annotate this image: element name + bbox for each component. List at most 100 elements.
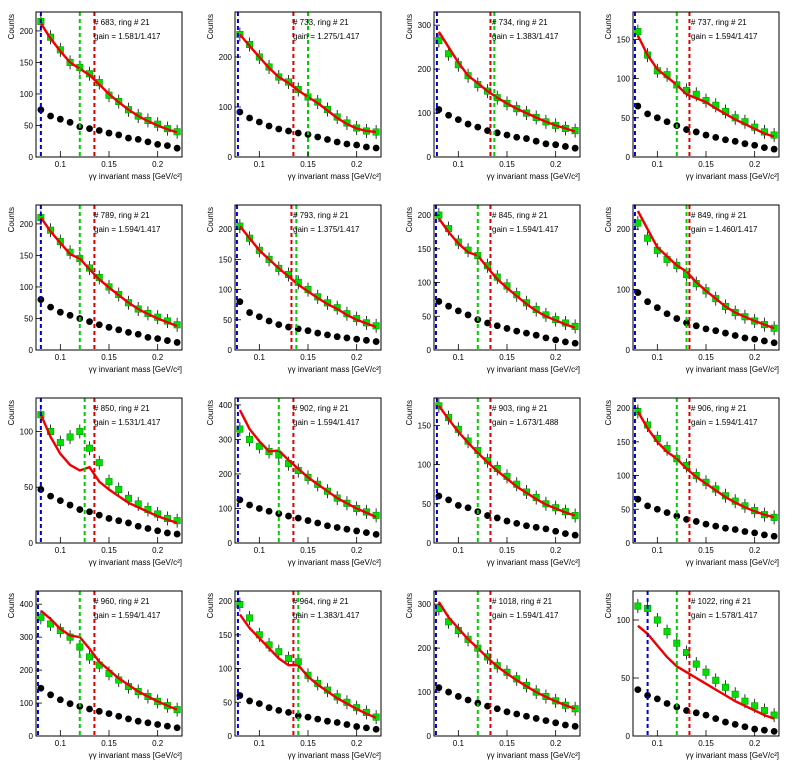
green-point <box>435 37 443 45</box>
x-tick-label: 0.15 <box>698 160 714 169</box>
black-point <box>86 318 93 326</box>
run-info-label: # 845, ring # 21 <box>492 211 548 220</box>
green-point <box>56 439 64 447</box>
black-point <box>144 333 152 341</box>
black-point <box>95 321 103 329</box>
y-tick-label: 0 <box>228 732 233 741</box>
x-tick-label: 0.15 <box>101 353 117 362</box>
black-point <box>503 517 511 525</box>
black-point <box>571 144 579 152</box>
black-point <box>503 325 511 332</box>
histogram-panel: 0.1 0.15 0.2 0 100 200 300 400 γγ invariant mass… <box>0 579 199 772</box>
x-tick-label: 0.15 <box>300 160 316 169</box>
run-info-label: # 850, ring # 21 <box>94 404 150 413</box>
black-point <box>571 531 579 539</box>
histogram-panel: 0.1 0.15 0.2 0 100 200 γγ invariant mass [GeV/… <box>199 0 398 193</box>
gain-label: gain = 1.594/1.417 <box>492 611 559 620</box>
black-point <box>445 688 452 696</box>
run-info-label: # 964, ring # 21 <box>293 597 349 606</box>
y-tick-label: 100 <box>20 283 34 292</box>
black-point <box>731 526 739 533</box>
black-point <box>372 338 380 345</box>
histogram-panel: 0.1 0.15 0.2 0 100 200 300 400 γγ invariant mass… <box>199 386 398 579</box>
black-point <box>712 715 720 722</box>
y-tick-label: 0 <box>626 153 631 162</box>
black-point <box>304 327 312 335</box>
y-tick-label: 100 <box>617 616 631 625</box>
black-point <box>761 144 768 151</box>
black-point <box>86 125 93 133</box>
y-tick-label: 50 <box>223 698 232 707</box>
histogram-svg: 0.1 0.15 0.2 0 100 200 γγ invariant mass [GeV/… <box>206 11 382 181</box>
gain-label: gain = 1.594/1.417 <box>94 611 161 620</box>
green-point <box>731 690 739 698</box>
red-fit-curve <box>39 216 178 328</box>
black-point <box>702 325 710 333</box>
x-tick-label: 0.15 <box>499 353 515 362</box>
green-point <box>683 648 691 656</box>
plot-area <box>37 609 181 732</box>
black-point <box>66 700 74 708</box>
black-point <box>47 691 54 699</box>
black-point <box>761 726 768 734</box>
y-tick-label: 150 <box>20 58 34 67</box>
black-point <box>285 127 292 135</box>
green-point <box>76 427 84 435</box>
black-point <box>105 515 113 522</box>
x-axis-label: γγ invariant mass [GeV/c²] <box>89 558 182 567</box>
black-point <box>246 697 253 705</box>
y-tick-label: 0 <box>29 153 34 162</box>
y-tick-label: 200 <box>418 211 432 220</box>
green-point <box>236 30 244 38</box>
y-tick-label: 200 <box>219 470 233 479</box>
run-info-label: # 906, ring # 21 <box>691 404 747 413</box>
y-tick-label: 50 <box>24 483 33 492</box>
black-point <box>144 525 152 532</box>
black-point <box>663 509 671 517</box>
black-point <box>154 527 162 535</box>
histogram-svg: 0.1 0.15 0.2 0 50 100 150 200 γγ invariant mass … <box>405 204 581 374</box>
black-point <box>532 523 540 531</box>
green-point <box>634 28 642 36</box>
black-point <box>164 722 171 730</box>
black-point <box>246 501 253 509</box>
y-tick-label: 200 <box>219 225 233 234</box>
black-point <box>663 118 671 126</box>
histogram-panel: 0.1 0.15 0.2 0 50 100 150 γγ invariant mass [Ge… <box>597 0 796 193</box>
y-tick-label: 100 <box>418 688 432 697</box>
black-point <box>692 322 700 330</box>
green-point <box>692 660 700 668</box>
black-point <box>294 514 302 522</box>
black-point <box>144 138 152 146</box>
black-point <box>86 705 93 713</box>
black-point <box>76 506 84 513</box>
black-point <box>542 334 550 342</box>
x-tick-label: 0.15 <box>499 160 515 169</box>
y-axis-label: Counts <box>405 207 414 232</box>
black-point <box>324 331 331 339</box>
black-point <box>56 115 64 123</box>
y-tick-label: 200 <box>20 220 34 229</box>
x-tick-label: 0.1 <box>453 546 465 555</box>
x-tick-label: 0.2 <box>152 546 164 555</box>
y-tick-label: 200 <box>617 404 631 413</box>
black-point <box>751 725 759 733</box>
x-tick-label: 0.2 <box>152 160 164 169</box>
y-tick-label: 100 <box>418 279 432 288</box>
plot-area <box>435 31 579 152</box>
y-tick-label: 50 <box>621 505 630 514</box>
x-axis-label: γγ invariant mass [GeV/c²] <box>686 172 779 181</box>
black-point <box>115 326 123 334</box>
x-axis-label: γγ invariant mass [GeV/c²] <box>686 558 779 567</box>
green-point <box>275 648 283 656</box>
black-point <box>134 717 142 725</box>
black-point <box>513 520 521 527</box>
black-point <box>105 323 113 331</box>
black-point <box>751 141 759 149</box>
black-point <box>751 335 759 343</box>
black-point <box>731 137 739 145</box>
black-point <box>484 702 491 710</box>
red-fit-curve <box>238 225 377 329</box>
plot-area <box>634 210 778 347</box>
black-point <box>634 686 642 693</box>
